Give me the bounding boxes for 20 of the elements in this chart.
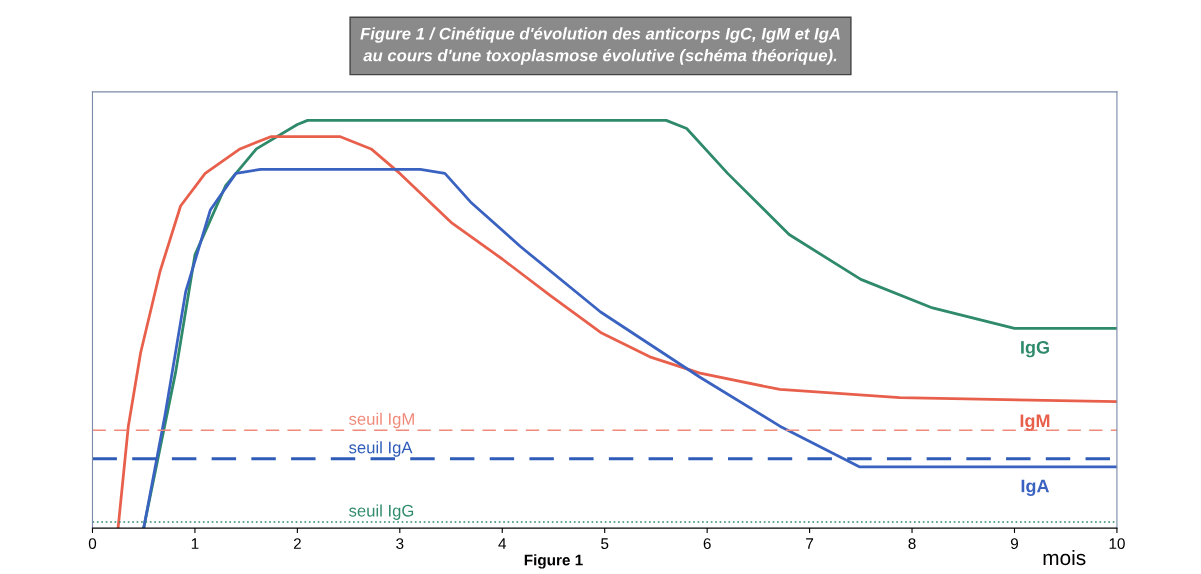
x-axis-title: mois: [1043, 549, 1086, 566]
x-tick-label: 4: [498, 538, 507, 549]
x-tick-label: 7: [806, 538, 814, 549]
x-tick-label: 1: [191, 538, 199, 549]
x-tick-label: 0: [88, 538, 97, 550]
series-label: IgA: [1021, 479, 1050, 496]
chart-title: Figure 1 / Cinétique d'évolution des anticorps IgC, IgM et IgA au cours d'une toxoplasmose évolutive (schéma théorique).: [360, 27, 840, 65]
x-tick-label: 2: [293, 538, 301, 549]
caption: Figure 1: [524, 554, 583, 569]
x-tick-label: 6: [703, 538, 711, 550]
ref-line-label: seuil IgG: [349, 504, 414, 520]
x-tick-label: 9: [1010, 538, 1019, 550]
series-label: IgM: [1020, 414, 1050, 431]
x-tick-label: 8: [908, 538, 916, 550]
x-tick-label: 3: [396, 538, 404, 550]
x-tick-label: 5: [601, 538, 609, 550]
ref-line-label: seuil IgA: [349, 441, 413, 457]
series-label: IgG: [1021, 340, 1049, 358]
ref-line-label: seuil IgM: [349, 412, 414, 429]
x-tick-label: 10: [1109, 538, 1125, 550]
